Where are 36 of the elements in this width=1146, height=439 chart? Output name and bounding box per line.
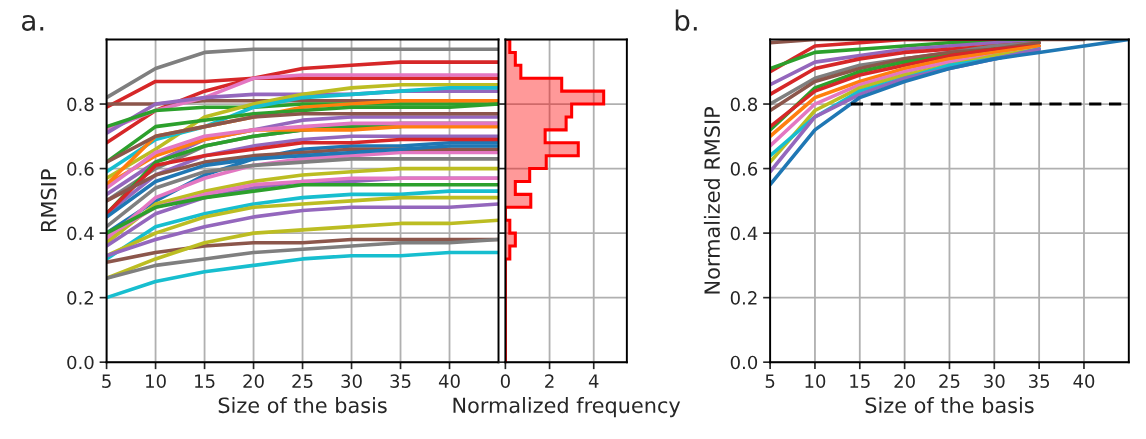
text: a. [22, 14, 44, 31]
y-tick-label: 0.0 [67, 355, 94, 370]
x-tick-label: 10 [805, 374, 826, 388]
y-tick-label: 0.8 [730, 97, 758, 112]
y-tick-label: 0.8 [67, 97, 94, 112]
y-tick-label: 0.4 [730, 226, 758, 241]
x-axis-title: Size of the basis [865, 397, 1034, 414]
y-axis-title: Normalized RMSIP [703, 106, 720, 294]
x-tick-label: 15 [195, 374, 215, 388]
x-tick-label: 20 [894, 374, 915, 388]
y-tick-label: 0.6 [67, 162, 94, 176]
x-tick-label: 30 [984, 374, 1005, 388]
x-axis-title: Normalized frequency [453, 397, 681, 418]
x-axis-title: Size of the basis [218, 397, 387, 414]
y-tick-label: 0.2 [730, 291, 757, 305]
x-tick-label: 5 [765, 374, 775, 388]
text: b. [675, 9, 697, 31]
x-tick-label: 10 [146, 374, 166, 388]
x-tick-label: 20 [243, 374, 264, 388]
x-tick-label: 15 [850, 374, 870, 388]
x-tick-label: 25 [939, 374, 960, 388]
y-tick-label: 0.0 [730, 355, 758, 370]
x-tick-label: 30 [341, 374, 362, 388]
x-tick-label: 0 [500, 374, 510, 388]
y-tick-label: 0.6 [730, 162, 758, 176]
y-axis-title: RMSIP [40, 169, 57, 231]
y-tick-label: 0.4 [67, 226, 94, 241]
x-tick-label: 25 [292, 374, 313, 388]
y-tick-label: 0.2 [67, 291, 93, 305]
x-tick-label: 35 [390, 374, 411, 388]
x-tick-label: 5 [102, 374, 111, 388]
x-tick-label: 35 [1029, 374, 1050, 388]
x-tick-label: 4 [588, 374, 599, 388]
x-tick-label: 40 [1073, 374, 1095, 388]
x-tick-label: 40 [438, 374, 460, 388]
x-tick-label: 2 [545, 374, 554, 388]
